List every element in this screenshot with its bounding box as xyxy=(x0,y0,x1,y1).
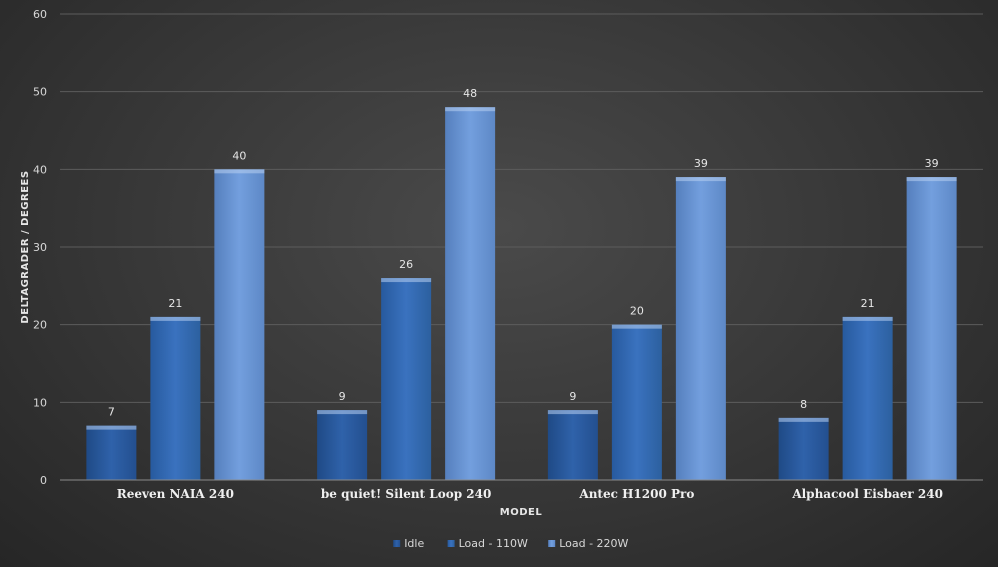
bar xyxy=(611,324,662,480)
bars xyxy=(86,107,957,481)
x-category-label: Alphacool Eisbaer 240 xyxy=(791,487,943,501)
bar-cap xyxy=(547,410,598,415)
legend-label: Load - 110W xyxy=(459,537,528,550)
bar xyxy=(842,316,893,480)
x-axis-title: MODEL xyxy=(500,507,543,518)
bar-cap xyxy=(675,177,726,182)
x-category-label: Reeven NAIA 240 xyxy=(117,487,234,501)
y-axis-ticks: 0 10 20 30 40 50 60 xyxy=(33,8,47,487)
data-label: 26 xyxy=(399,258,413,271)
data-label: 8 xyxy=(800,398,807,411)
bar-cap xyxy=(906,177,957,182)
data-label: 9 xyxy=(569,390,576,403)
bar-cap xyxy=(214,169,265,174)
bar-cap xyxy=(611,324,662,329)
data-labels: 7 21 40 9 26 48 9 20 39 8 21 39 xyxy=(108,87,939,418)
y-tick-label: 50 xyxy=(33,86,47,99)
data-label: 21 xyxy=(861,297,875,310)
bar-cap xyxy=(150,316,201,321)
legend-label: Idle xyxy=(404,537,424,550)
bar xyxy=(906,177,957,480)
y-tick-label: 60 xyxy=(33,8,47,21)
bar xyxy=(675,177,726,480)
data-label: 39 xyxy=(925,157,939,170)
legend-swatch xyxy=(393,540,401,547)
bar xyxy=(778,417,829,480)
bar xyxy=(214,169,265,481)
bar xyxy=(86,425,137,480)
bar xyxy=(381,278,432,480)
bar xyxy=(317,410,368,480)
bar xyxy=(445,107,496,480)
bar-cap xyxy=(445,107,496,112)
bar xyxy=(547,410,598,480)
legend-label: Load - 220W xyxy=(559,537,628,550)
data-label: 40 xyxy=(232,149,246,162)
legend-swatch xyxy=(447,540,455,547)
data-label: 39 xyxy=(694,157,708,170)
y-axis-title: DELTAGRADER / DEGREES xyxy=(20,170,31,323)
bar xyxy=(150,316,201,480)
y-tick-label: 40 xyxy=(33,163,47,176)
y-tick-label: 0 xyxy=(40,474,47,487)
x-category-label: Antec H1200 Pro xyxy=(578,487,694,501)
data-label: 48 xyxy=(463,87,477,100)
x-category-label: be quiet! Silent Loop 240 xyxy=(321,487,491,501)
data-label: 21 xyxy=(168,297,182,310)
data-label: 9 xyxy=(339,390,346,403)
legend-swatch xyxy=(548,540,556,547)
bar-cap xyxy=(381,278,432,283)
y-tick-label: 20 xyxy=(33,319,47,332)
y-tick-label: 10 xyxy=(33,396,47,409)
bar-cap xyxy=(778,417,829,422)
data-label: 20 xyxy=(630,305,644,318)
y-tick-label: 30 xyxy=(33,241,47,254)
bar-cap xyxy=(842,316,893,321)
data-label: 7 xyxy=(108,406,115,419)
bar-cap xyxy=(86,425,137,430)
x-axis-categories: Reeven NAIA 240 be quiet! Silent Loop 240… xyxy=(117,487,943,501)
legend: Idle Load - 110W Load - 220W xyxy=(393,537,629,550)
bar-cap xyxy=(317,410,368,415)
gridlines xyxy=(60,13,983,403)
